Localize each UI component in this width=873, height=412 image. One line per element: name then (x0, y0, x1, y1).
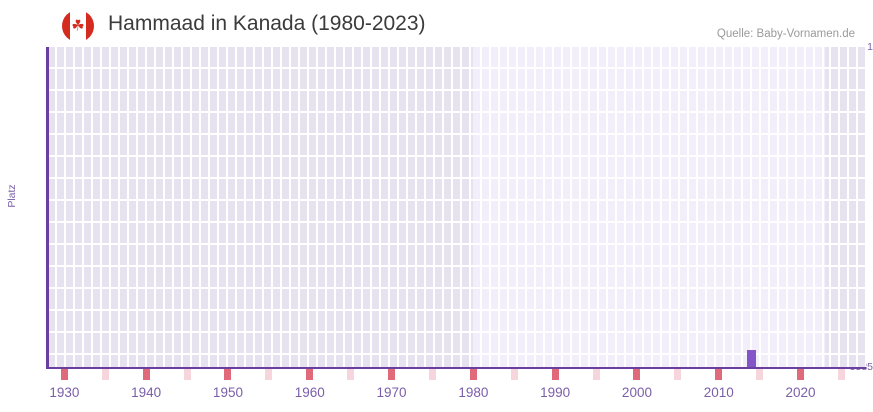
x-tick-minor (265, 369, 273, 380)
canada-flag-icon: ☘ (62, 10, 94, 42)
x-tick-label: 1950 (212, 385, 243, 400)
y-axis-title: Platz (6, 184, 18, 208)
x-tick-minor (101, 369, 109, 380)
x-tick-minor (756, 369, 764, 380)
x-tick-label: 2010 (703, 385, 734, 400)
y-tick-label-top: 1 (867, 41, 873, 53)
y-axis-line (46, 47, 49, 368)
x-tick-minor (510, 369, 518, 380)
x-tick-major (388, 369, 396, 380)
x-tick-label: 1980 (458, 385, 489, 400)
x-tick-minor (674, 369, 682, 380)
x-tick-minor (837, 369, 845, 380)
plot-area (48, 47, 866, 368)
x-tick-minor (183, 369, 191, 380)
chart-header: ☘ Hammaad in Kanada (1980-2023) Quelle: … (0, 0, 873, 44)
source-note: Quelle: Baby-Vornamen.de (716, 28, 855, 40)
data-bar[interactable] (746, 349, 756, 368)
x-tick-major (60, 369, 68, 380)
page-title: Hammaad in Kanada (1980-2023) (108, 12, 426, 35)
x-tick-minor (592, 369, 600, 380)
x-tick-label: 1970 (376, 385, 407, 400)
flag-band-right (86, 10, 94, 42)
x-tick-label: 2020 (785, 385, 816, 400)
x-tick-major (469, 369, 477, 380)
x-tick-major (715, 369, 723, 380)
x-tick-minor (347, 369, 355, 380)
flag-band-left (62, 10, 70, 42)
x-tick-major (224, 369, 232, 380)
x-tick-label: 1960 (294, 385, 325, 400)
x-tick-major (797, 369, 805, 380)
x-tick-label: 2000 (621, 385, 652, 400)
x-axis-line (46, 367, 866, 369)
x-tick-major (142, 369, 150, 380)
x-tick-label: 1930 (49, 385, 80, 400)
data-range-band (473, 47, 826, 368)
x-tick-major (633, 369, 641, 380)
x-tick-major (551, 369, 559, 380)
maple-leaf-icon: ☘ (71, 17, 85, 35)
x-tick-label: 1990 (540, 385, 571, 400)
x-tick-major (306, 369, 314, 380)
x-tick-label: 1940 (131, 385, 162, 400)
x-tick-minor (428, 369, 436, 380)
